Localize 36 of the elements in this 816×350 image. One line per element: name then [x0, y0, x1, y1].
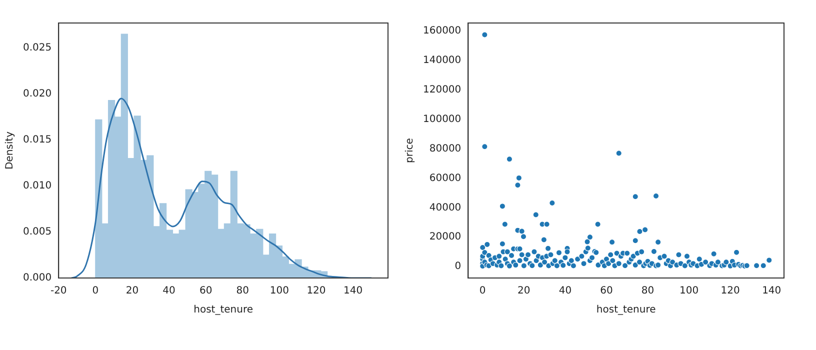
x-tick-label: 120 [720, 286, 740, 297]
y-tick-label: 160000 [422, 26, 462, 37]
x-tick-label: 140 [343, 286, 363, 297]
y-tick-label: 120000 [422, 84, 462, 96]
y-tick-label: 0.000 [22, 272, 52, 284]
x-tick-label: 40 [162, 286, 176, 297]
y-axis-title: Density [4, 131, 16, 170]
x-tick-label: 80 [236, 286, 249, 297]
y-tick-label: 0.010 [22, 180, 52, 192]
y-tick-label: 0.015 [22, 134, 52, 146]
y-tick-label: 0 [454, 261, 462, 272]
y-tick-label: 0.005 [22, 226, 52, 238]
y-tick-label: 40000 [429, 202, 462, 214]
y-tick-label: 20000 [429, 232, 462, 243]
x-tick-label: 80 [641, 286, 654, 297]
x-tick-label: 100 [270, 286, 289, 297]
x-tick-label: 100 [680, 286, 699, 297]
y-tick-label: 80000 [429, 143, 462, 154]
x-tick-label: 20 [126, 286, 139, 297]
y-tick-label: 100000 [422, 114, 462, 125]
x-tick-label: 40 [558, 286, 572, 297]
y-tick-label: 0.020 [22, 88, 52, 100]
y-tick-label: 0.025 [22, 42, 52, 54]
x-tick-label: 140 [762, 286, 782, 297]
y-axis-title: price [404, 138, 416, 163]
x-tick-label: 0 [92, 286, 99, 297]
x-tick-label: 60 [600, 286, 613, 297]
x-tick-label: -20 [50, 286, 67, 297]
x-tick-label: 60 [199, 286, 212, 297]
x-axis-title: host_tenure [596, 304, 656, 316]
x-axis-title: host_tenure [194, 304, 254, 316]
x-tick-label: 20 [518, 286, 530, 297]
y-tick-label: 60000 [429, 172, 462, 184]
y-tick-label: 140000 [422, 55, 462, 66]
x-tick-label: 120 [306, 286, 326, 297]
x-tick-label: 0 [479, 286, 486, 297]
